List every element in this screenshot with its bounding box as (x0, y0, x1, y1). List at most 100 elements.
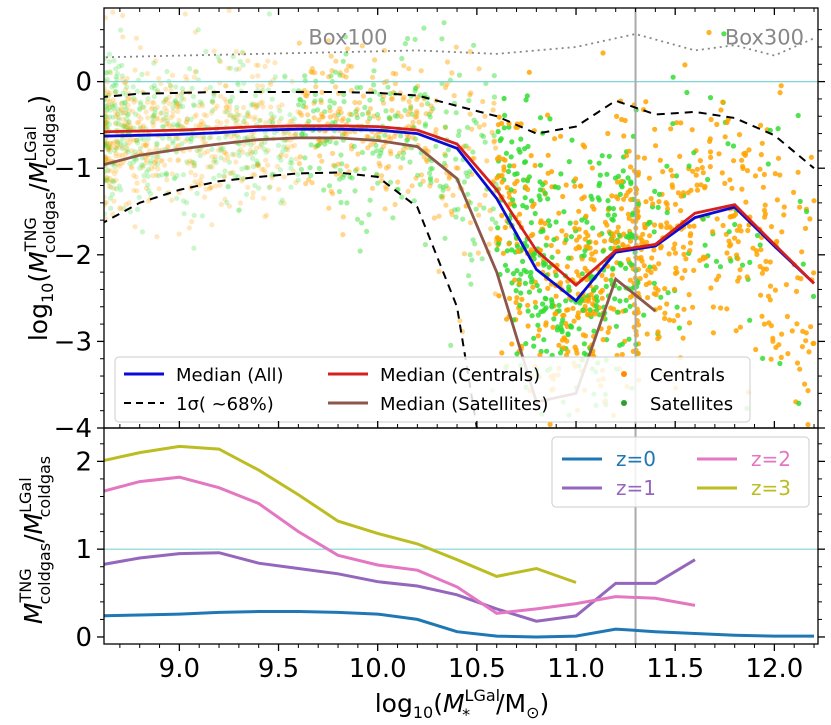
scatter-point-satellites (728, 258, 734, 264)
scatter-point-satellites (145, 96, 151, 102)
scatter-point-centrals (592, 311, 598, 317)
scatter-point-satellites (159, 110, 165, 116)
scatter-point-satellites (615, 173, 622, 179)
scatter-point-centrals (110, 97, 116, 103)
scatter-point-centrals (201, 150, 207, 156)
scatter-point-satellites (399, 55, 405, 62)
scatter-point-satellites (470, 149, 476, 155)
scatter-point-centrals (319, 89, 325, 95)
scatter-point-centrals (364, 133, 370, 140)
scatter-point-centrals (106, 179, 112, 185)
scatter-point-centrals (626, 215, 632, 221)
scatter-point-satellites (139, 162, 145, 168)
scatter-point-centrals (175, 158, 181, 164)
scatter-point-satellites (109, 191, 116, 197)
scatter-point-centrals (506, 241, 512, 247)
scatter-point-centrals (469, 171, 475, 177)
scatter-point-satellites (109, 101, 115, 107)
scatter-point-centrals (126, 200, 132, 206)
scatter-point-centrals (349, 146, 355, 152)
scatter-point-satellites (509, 247, 515, 253)
scatter-point-satellites (114, 71, 120, 77)
scatter-point-centrals (107, 144, 114, 150)
scatter-point-centrals (111, 171, 118, 177)
scatter-point-satellites (249, 155, 256, 161)
scatter-point-centrals (495, 122, 501, 128)
scatter-point-centrals (210, 99, 216, 105)
scatter-point-satellites (209, 146, 215, 152)
scatter-point-satellites (240, 176, 246, 182)
scatter-point-centrals (142, 142, 148, 148)
xlabel-close: ) (540, 689, 550, 718)
scatter-point-satellites (673, 173, 680, 179)
scatter-point-centrals (461, 143, 467, 149)
scatter-point-centrals (289, 117, 295, 124)
scatter-point-centrals (233, 49, 239, 55)
scatter-point-satellites (104, 138, 108, 144)
scatter-point-centrals (444, 59, 451, 65)
series-line-z-3 (104, 444, 577, 584)
scatter-point-centrals (233, 159, 239, 165)
scatter-point-satellites (610, 206, 617, 212)
scatter-point-satellites (651, 280, 657, 286)
scatter-point-satellites (132, 149, 138, 155)
scatter-point-centrals (214, 103, 220, 109)
scatter-point-centrals (104, 111, 108, 117)
scatter-point-satellites (426, 111, 432, 117)
scatter-point-centrals (530, 231, 536, 238)
scatter-point-satellites (553, 219, 559, 225)
scatter-point-centrals (224, 99, 230, 105)
scatter-point-satellites (240, 62, 246, 68)
scatter-point-satellites (164, 118, 170, 124)
scatter-point-centrals (226, 113, 232, 119)
scatter-point-centrals (118, 105, 124, 112)
scatter-point-satellites (299, 132, 305, 138)
scatter-point-centrals (683, 256, 689, 262)
scatter-point-satellites (569, 137, 575, 143)
scatter-point-centrals (428, 103, 434, 109)
bot-ylabel-m2: M (19, 513, 48, 535)
scatter-point-satellites (609, 216, 615, 222)
scatter-point-centrals (326, 205, 332, 211)
scatter-point-satellites (448, 342, 454, 348)
scatter-point-satellites (453, 110, 459, 116)
legend-label-z2: z=2 (751, 447, 791, 471)
scatter-point-satellites (674, 304, 680, 310)
scatter-point-satellites (262, 139, 268, 145)
scatter-point-centrals (163, 97, 169, 103)
scatter-point-centrals (588, 256, 594, 262)
scatter-point-satellites (605, 198, 611, 204)
scatter-point-centrals (515, 248, 521, 254)
scatter-point-centrals (640, 231, 646, 237)
scatter-point-satellites (295, 177, 301, 183)
scatter-point-centrals (582, 236, 588, 242)
bot-ylabel-sup2: LGal (16, 477, 35, 513)
scatter-point-centrals (375, 115, 381, 121)
scatter-point-centrals (233, 121, 239, 127)
scatter-point-centrals (268, 81, 274, 87)
scatter-point-satellites (161, 124, 167, 130)
scatter-point-satellites (149, 119, 155, 125)
scatter-point-satellites (113, 120, 119, 126)
scatter-point-satellites (566, 159, 572, 165)
scatter-point-centrals (189, 159, 195, 165)
scatter-point-centrals (281, 200, 287, 206)
scatter-point-satellites (579, 297, 585, 303)
scatter-point-centrals (124, 137, 130, 143)
scatter-point-satellites (412, 136, 419, 142)
scatter-point-satellites (299, 131, 305, 137)
scatter-point-centrals (127, 123, 133, 129)
scatter-point-centrals (365, 119, 371, 125)
scatter-point-centrals (418, 172, 425, 178)
scatter-point-centrals (603, 276, 609, 283)
scatter-point-satellites (263, 149, 269, 155)
scatter-point-centrals (291, 168, 297, 174)
scatter-point-centrals (113, 113, 119, 119)
scatter-point-satellites (517, 302, 523, 308)
scatter-point-centrals (112, 90, 118, 96)
scatter-point-satellites (374, 148, 380, 154)
scatter-point-satellites (707, 95, 714, 101)
scatter-point-centrals (319, 158, 325, 164)
scatter-point-centrals (627, 294, 634, 300)
